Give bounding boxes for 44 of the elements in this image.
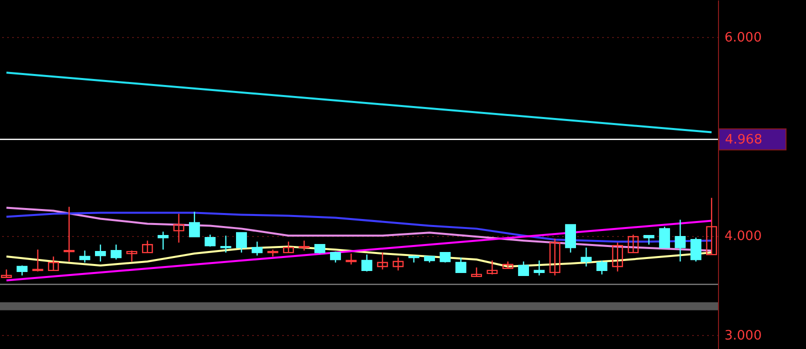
- candlestick: [330, 250, 341, 264]
- candlestick: [298, 240, 310, 252]
- candlestick: [612, 242, 624, 272]
- candlestick: [486, 260, 498, 276]
- candlestick: [534, 260, 545, 276]
- candlestick: [674, 219, 686, 262]
- candlestick: [440, 252, 451, 264]
- candlestick: [126, 250, 138, 262]
- candlestick: [690, 237, 702, 262]
- candlestick: [48, 256, 59, 272]
- candlestick: [518, 260, 529, 276]
- candlestick: [142, 240, 153, 254]
- candlestick: [64, 206, 75, 262]
- candlestick: [628, 234, 639, 254]
- candlestick: [565, 224, 576, 254]
- candlestick: [377, 252, 388, 270]
- candlestick: [267, 248, 278, 258]
- candlestick: [173, 213, 184, 244]
- candlestick: [346, 252, 357, 266]
- candlestick: [706, 197, 718, 256]
- candlestick: [408, 254, 420, 264]
- candlestick: [110, 244, 122, 260]
- candlestick: [16, 264, 28, 276]
- candlestick: [596, 260, 608, 276]
- candlestick: [283, 241, 294, 254]
- candlestick: [94, 244, 106, 262]
- y-tick-label: 6.000: [724, 30, 762, 46]
- y-tick-label: 3.000: [724, 328, 762, 344]
- candlestick: [220, 235, 232, 254]
- candlestick: [455, 256, 466, 274]
- candlestick: [204, 234, 216, 248]
- y-tick-label: 4.000: [724, 229, 762, 244]
- candlestick: [580, 246, 592, 268]
- candlestick: [236, 232, 247, 254]
- candlestick: [79, 250, 90, 264]
- ref-line-label: 4.968: [725, 132, 762, 148]
- candlestick: [158, 231, 169, 250]
- candlestick: [549, 238, 560, 276]
- candlestick: [659, 226, 670, 248]
- candlestick: [189, 211, 200, 238]
- candlestick: [32, 248, 44, 272]
- candlestick: [392, 256, 404, 272]
- candlestick: [361, 254, 372, 272]
- candlestick: [252, 241, 263, 256]
